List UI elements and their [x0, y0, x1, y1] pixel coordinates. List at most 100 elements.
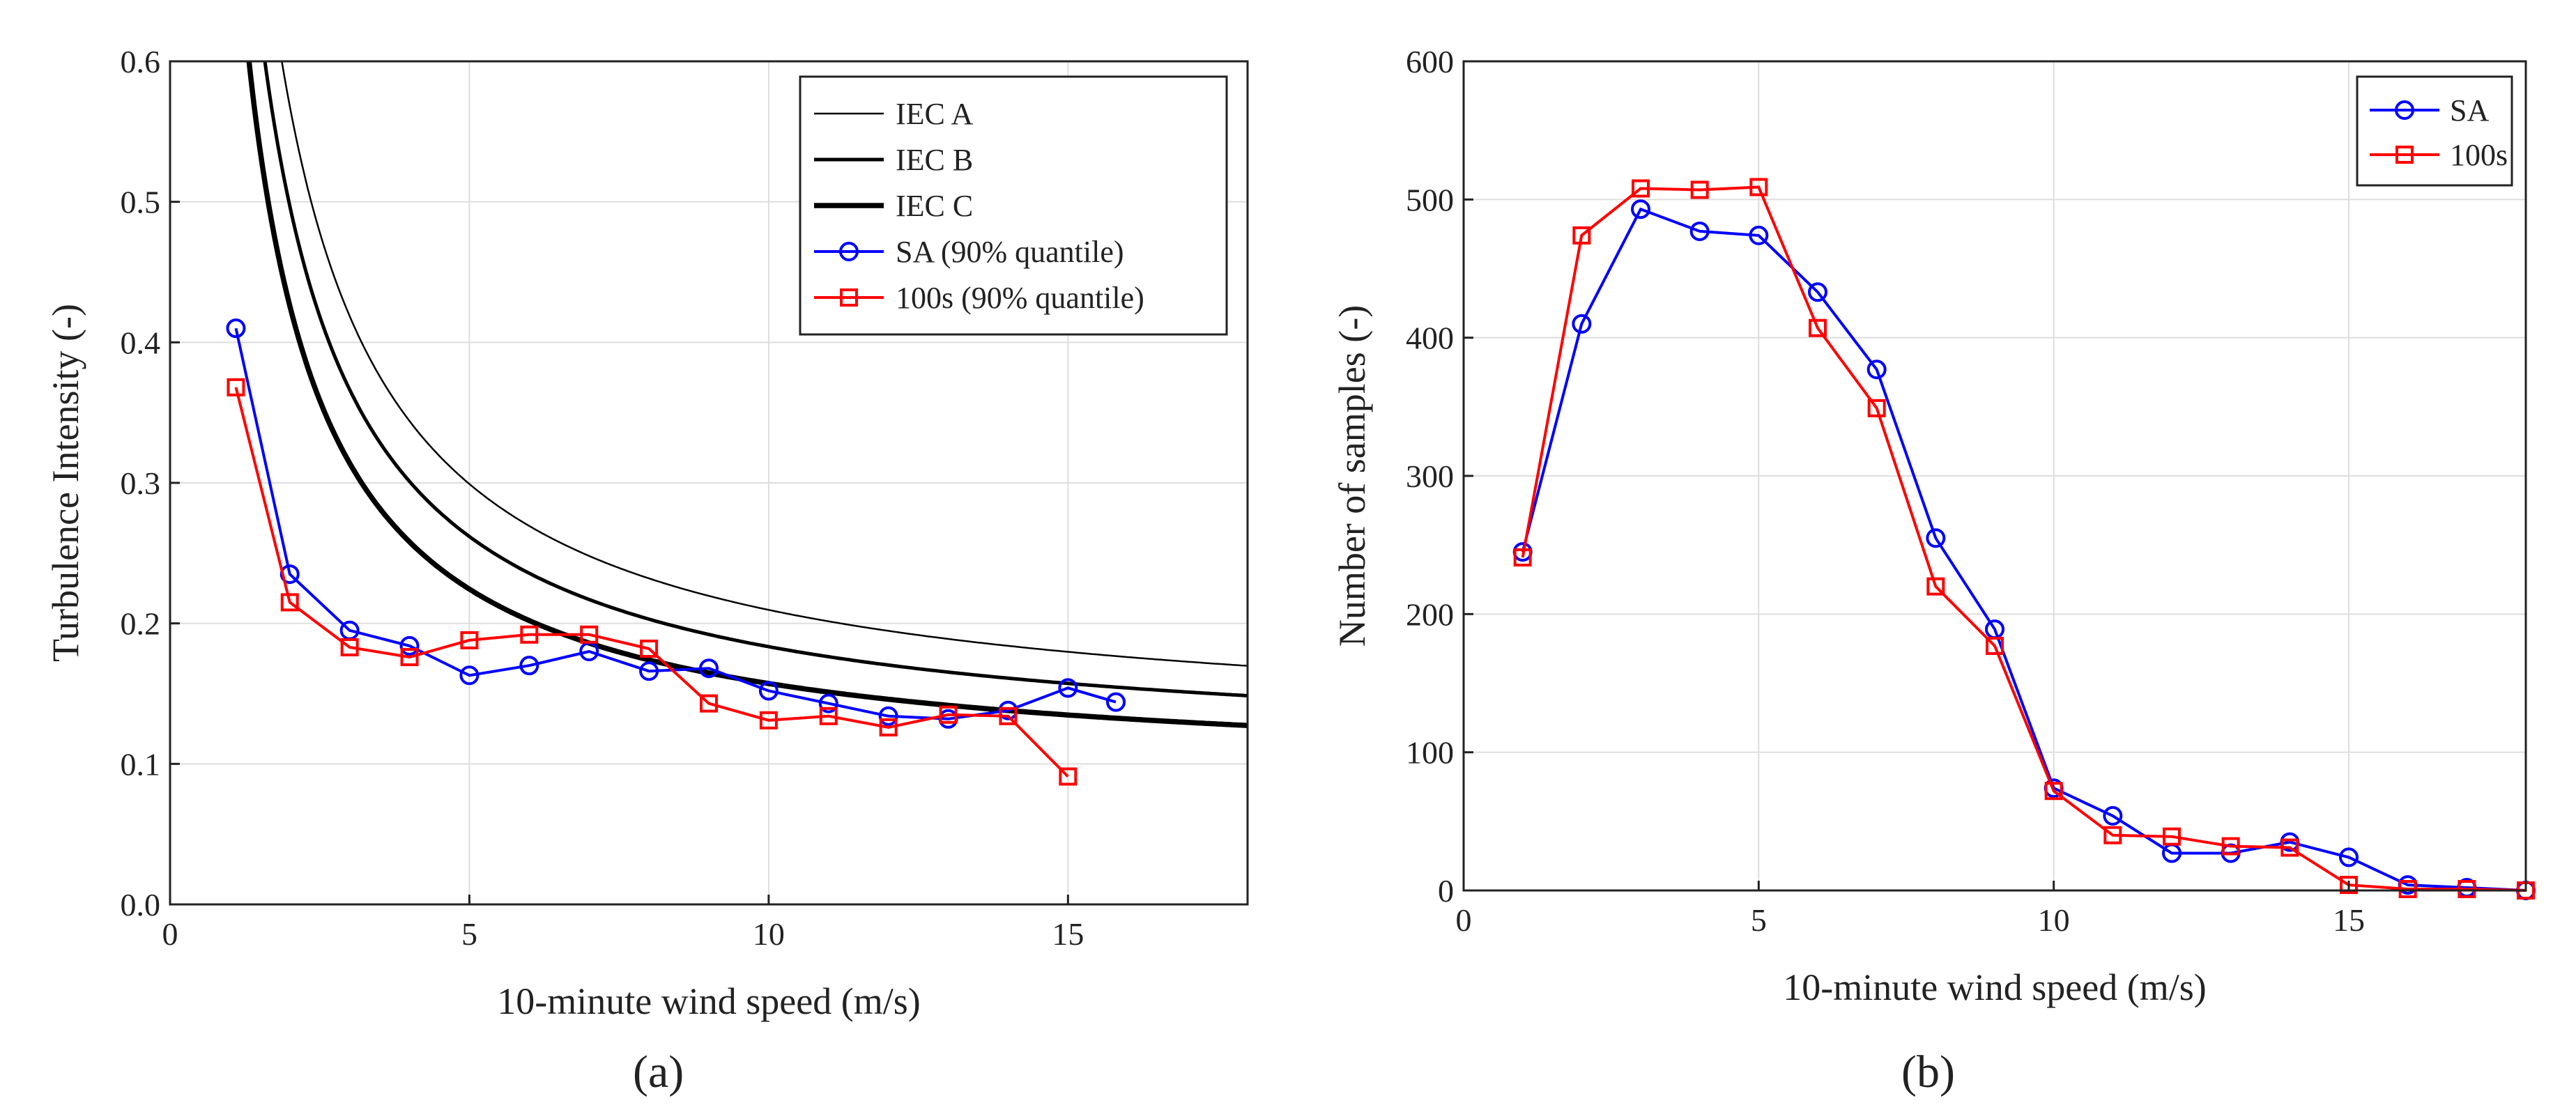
chart-b-point-sa-1	[1572, 314, 1592, 334]
chart-b-point-100s-6	[1867, 399, 1886, 417]
chart-a-series	[226, 318, 1126, 786]
chart-a-point-sa-90-quantile-7	[639, 661, 659, 681]
chart-a-y-tick-label-6: 0.6	[121, 44, 161, 79]
chart-b-point-sa-4	[1749, 225, 1769, 245]
chart-b-point-100s-3	[1690, 180, 1709, 199]
legend-marker-sa-quantile	[839, 242, 859, 261]
chart-b-point-100s-7	[1926, 577, 1945, 596]
chart-b-y-tick-label-2: 200	[1406, 596, 1454, 632]
chart-a-y-tick-label-5: 0.5	[121, 185, 161, 220]
chart-b-point-sa-2	[1631, 199, 1650, 219]
chart-b-point-sa-10	[2103, 805, 2123, 826]
chart-b-point-sa-14	[2339, 847, 2359, 867]
chart-b-point-100s-15	[2398, 880, 2417, 899]
chart-b-point-100s-10	[2103, 826, 2122, 844]
chart-a-point-100s-90-quantile-8	[700, 694, 718, 713]
chart-a-point-100s-90-quantile-6	[580, 625, 599, 644]
chart-b-point-100s-2	[1632, 179, 1650, 198]
chart-a-point-100s-90-quantile-2	[340, 638, 359, 656]
chart-a-curve-iec-a	[281, 61, 1248, 667]
chart-a-ticks: 0 5 10 15 0.0 0.1 0.2 0.3 0.4 0.5 0.6	[121, 44, 1084, 952]
legend-marker-100s	[2395, 146, 2414, 164]
chart-a-x-tick-label-0: 0	[162, 916, 178, 952]
chart-b-x-tick-label-2: 10	[2038, 902, 2070, 938]
legend-marker-sa	[2395, 100, 2414, 120]
legend-label-sa: SA	[2450, 93, 2489, 128]
chart-a-point-100s-90-quantile-4	[460, 631, 479, 649]
chart-a-y-tick-label-2: 0.2	[121, 606, 161, 642]
legend-marker-100s-quantile	[840, 288, 858, 307]
chart-b-x-tick-label-3: 15	[2333, 902, 2365, 938]
chart-b-point-100s-8	[1986, 636, 2004, 655]
chart-a-point-100s-90-quantile-14	[1059, 767, 1078, 786]
chart-b-point-100s-4	[1749, 178, 1768, 196]
chart-b-point-100s-12	[2221, 837, 2240, 856]
chart-a-point-sa-90-quantile-4	[459, 665, 480, 686]
chart-b-y-tick-label-0: 0	[1438, 873, 1454, 909]
chart-b-legend-box	[2356, 75, 2513, 187]
chart-a-y-tick-label-0: 0.0	[121, 887, 161, 923]
chart-b-x-axis-label: 10-minute wind speed (m/s)	[1783, 966, 2206, 1008]
chart-a-y-tick-label-1: 0.1	[121, 746, 161, 782]
chart-b-point-100s-14	[2340, 876, 2358, 895]
legend-label-sa-quantile: SA (90% quantile)	[896, 235, 1124, 269]
chart-b-point-100s-13	[2280, 838, 2299, 857]
chart-b-point-100s-0	[1513, 548, 1532, 567]
chart-a-point-100s-90-quantile-9	[759, 711, 778, 730]
chart-a-iec-curves	[246, 61, 1248, 728]
chart-a-point-sa-90-quantile-11	[878, 706, 898, 726]
legend-label-iec-b: IEC B	[896, 143, 973, 177]
chart-b-y-tick-label-1: 100	[1406, 735, 1454, 771]
chart-b-y-tick-label-3: 300	[1406, 458, 1454, 494]
chart-a-point-sa-90-quantile-15	[1106, 692, 1126, 712]
chart-b-series	[1512, 178, 2536, 900]
chart-b-point-100s-9	[2044, 782, 2063, 801]
legend-label-iec-a: IEC A	[896, 97, 973, 131]
legend-label-100s-quantile: 100s (90% quantile)	[896, 281, 1144, 315]
chart-b-y-tick-label-6: 600	[1406, 44, 1454, 79]
chart-b-point-sa-3	[1689, 221, 1710, 241]
chart-a-point-100s-90-quantile-11	[879, 718, 898, 736]
chart-a-point-100s-90-quantile-5	[520, 625, 539, 644]
chart-a-series-line-100s-90-quantile	[234, 387, 1069, 778]
chart-a-y-tick-label-4: 0.4	[121, 325, 161, 360]
chart-b-ticks: 0 5 10 15 0 100 200 300 400 500 600	[1406, 44, 2365, 938]
chart-b-point-100s-5	[1809, 318, 1827, 337]
chart-a-panel-label: (a)	[633, 1047, 684, 1097]
chart-b-legend: SA 100s	[2356, 75, 2513, 187]
chart-b-x-tick-label-0: 0	[1456, 902, 1472, 938]
chart-a-x-tick-label-2: 10	[753, 916, 785, 952]
chart-a-point-sa-90-quantile-9	[758, 681, 779, 701]
chart-a-curve-iec-c	[246, 61, 1248, 728]
chart-a-point-100s-90-quantile-10	[819, 707, 838, 725]
chart-b-point-sa-5	[1808, 282, 1827, 302]
chart-a-legend: IEC A IEC B IEC C SA (90% quantile) 100s…	[799, 75, 1228, 336]
chart-a-point-100s-90-quantile-7	[640, 639, 659, 658]
chart-b-point-100s-16	[2458, 880, 2476, 899]
chart-b-point-100s-11	[2163, 827, 2181, 846]
chart-a-point-sa-90-quantile-3	[399, 635, 420, 656]
chart-b-y-tick-label-5: 500	[1406, 182, 1454, 217]
chart-b-x-tick-label-1: 5	[1751, 902, 1767, 938]
chart-b-series-line-sa	[1521, 207, 2527, 892]
chart-a-curve-iec-b	[263, 61, 1248, 697]
chart-a-x-axis-label: 10-minute wind speed (m/s)	[497, 980, 920, 1022]
chart-a-point-sa-90-quantile-5	[519, 656, 539, 676]
chart-a-point-sa-90-quantile-10	[818, 693, 838, 713]
chart-a-point-100s-90-quantile-12	[939, 705, 958, 724]
chart-a-point-100s-90-quantile-1	[280, 593, 299, 612]
chart-b: 0 5 10 15 0 100 200 300 400 500 600 10-minute wind…	[1331, 44, 2536, 1097]
legend-label-100s: 100s	[2450, 138, 2508, 172]
legend-label-iec-c: IEC C	[896, 189, 973, 223]
chart-b-series-line-100s	[1521, 185, 2527, 892]
chart-b-y-axis-label: Number of samples (-)	[1331, 305, 1373, 647]
chart-a-point-100s-90-quantile-0	[227, 378, 245, 396]
chart-a-x-tick-label-3: 15	[1052, 916, 1084, 952]
chart-b-point-sa-6	[1866, 360, 1887, 380]
chart-a-point-sa-90-quantile-8	[699, 658, 719, 679]
chart-b-point-100s-1	[1572, 226, 1591, 245]
chart-b-panel-label: (b)	[1901, 1047, 1955, 1097]
chart-a-point-100s-90-quantile-3	[400, 648, 419, 667]
chart-a-x-tick-label-1: 5	[461, 916, 477, 952]
